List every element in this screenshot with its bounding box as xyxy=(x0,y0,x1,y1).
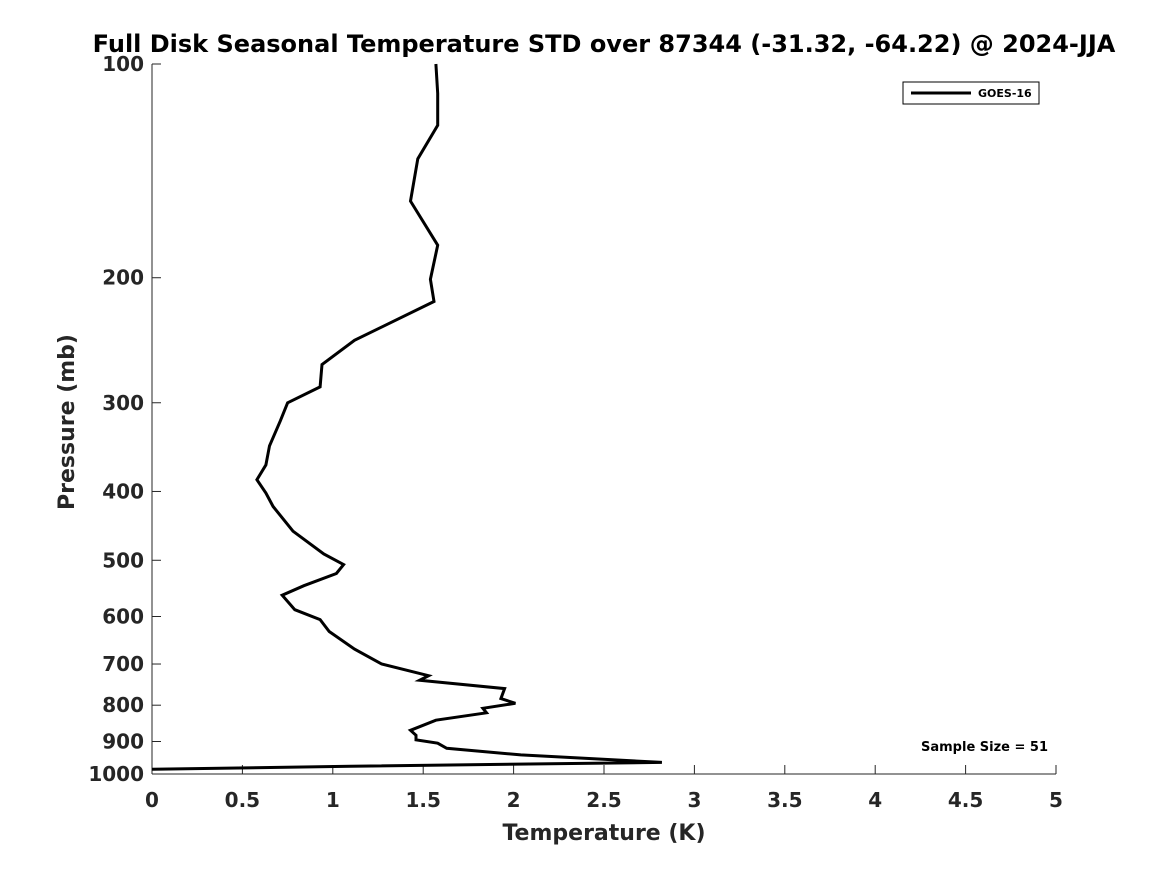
y-tick-label: 700 xyxy=(102,652,144,676)
x-axis-ticks: 0 0.5 1 1.5 2 2.5 3 3.5 4 4.5 5 xyxy=(145,765,1063,812)
x-tick-label: 4.5 xyxy=(948,788,983,812)
x-tick-label: 1 xyxy=(326,788,340,812)
x-tick-label: 0 xyxy=(145,788,159,812)
x-tick-label: 4 xyxy=(868,788,882,812)
y-tick-label: 900 xyxy=(102,730,144,754)
y-tick-label: 1000 xyxy=(88,762,144,786)
y-tick-label: 800 xyxy=(102,693,144,717)
y-tick-label: 100 xyxy=(102,52,144,76)
y-tick-label: 300 xyxy=(102,391,144,415)
x-tick-label: 5 xyxy=(1049,788,1063,812)
legend: GOES-16 xyxy=(902,81,1040,105)
y-tick-label: 500 xyxy=(102,548,144,572)
x-axis-label: Temperature (K) xyxy=(502,821,705,846)
x-tick-label: 2.5 xyxy=(586,788,621,812)
series-line-goes-16 xyxy=(151,63,662,771)
plot-area xyxy=(152,64,1056,774)
y-tick-label: 600 xyxy=(102,604,144,628)
x-tick-label: 0.5 xyxy=(225,788,260,812)
x-tick-label: 3.5 xyxy=(767,788,802,812)
y-tick-label: 400 xyxy=(102,479,144,503)
y-axis-label: Pressure (mb) xyxy=(55,334,80,510)
chart-title: Full Disk Seasonal Temperature STD over … xyxy=(93,30,1116,58)
y-axis-ticks: 100 200 300 400 500 600 700 800 900 1000 xyxy=(88,52,161,786)
y-tick-label: 200 xyxy=(102,266,144,290)
sample-size-annotation: Sample Size = 51 xyxy=(921,740,1048,755)
x-tick-label: 3 xyxy=(687,788,701,812)
x-tick-label: 1.5 xyxy=(405,788,440,812)
legend-label-goes-16: GOES-16 xyxy=(978,87,1032,100)
x-tick-label: 2 xyxy=(507,788,521,812)
